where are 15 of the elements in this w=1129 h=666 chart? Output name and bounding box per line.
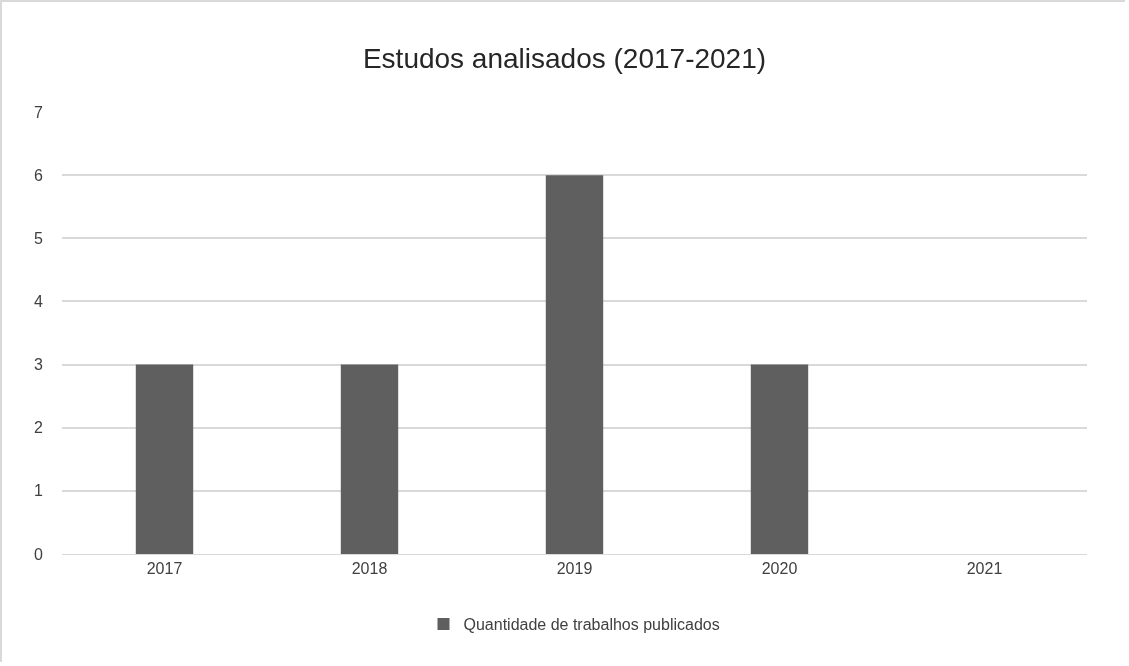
y-tick-label: 2 — [34, 419, 44, 437]
y-tick-label: 5 — [34, 229, 44, 247]
y-tick-label: 4 — [34, 293, 44, 311]
x-tick-label: 2018 — [351, 560, 388, 578]
y-tick-label: 3 — [34, 356, 44, 374]
x-tick-label: 2021 — [966, 560, 1003, 578]
legend-label: Quantidade de trabalhos publicados — [463, 616, 720, 634]
y-tick-label: 1 — [34, 482, 44, 500]
x-tick-label: 2017 — [146, 560, 183, 578]
x-tick-label: 2020 — [761, 560, 798, 578]
y-tick-label: 7 — [34, 103, 44, 121]
y-tick-label: 0 — [34, 545, 44, 563]
chart-title: Estudos analisados (2017-2021) — [362, 42, 767, 74]
y-tick-label: 6 — [34, 166, 44, 184]
x-tick-label: 2019 — [556, 560, 593, 578]
